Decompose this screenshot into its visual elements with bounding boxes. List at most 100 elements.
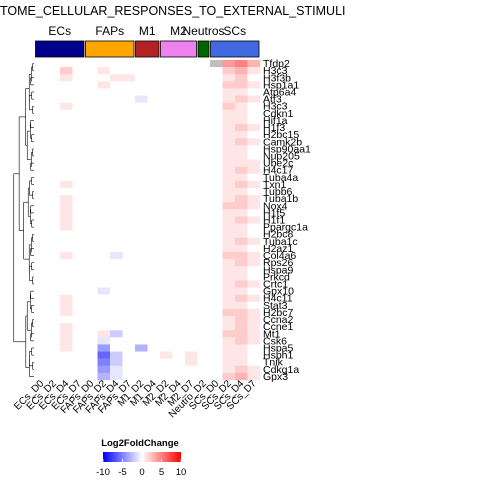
legend-ticks: -10 -5 0 5 10 <box>96 459 186 478</box>
heatmap-cell <box>185 180 198 189</box>
heatmap-cell <box>160 195 173 203</box>
heatmap-cell <box>197 266 211 274</box>
heatmap-cell <box>147 95 161 103</box>
heatmap-cell <box>235 223 248 231</box>
heatmap-cell <box>122 159 136 167</box>
heatmap-cell <box>60 237 73 246</box>
heatmap-cell <box>210 173 223 182</box>
heatmap-cell <box>235 358 248 366</box>
heatmap-cell <box>60 273 73 281</box>
heatmap-cell <box>160 60 173 68</box>
heatmap-cell <box>222 316 236 324</box>
heatmap-cell <box>210 252 223 260</box>
heatmap-cell <box>122 109 136 118</box>
heatmap-cell <box>222 372 236 381</box>
row-label: Hsph1 <box>263 350 294 362</box>
heatmap-cell <box>222 159 236 167</box>
heatmap-cell <box>72 202 86 210</box>
heatmap-cell <box>147 223 161 231</box>
heatmap-cell <box>85 301 98 310</box>
heatmap-cell <box>222 351 236 359</box>
heatmap-cell <box>147 88 161 96</box>
row-label: Ccne1 <box>263 321 294 333</box>
heatmap-cell <box>210 287 223 295</box>
heatmap-cell <box>72 358 86 366</box>
heatmap-cell <box>197 81 211 89</box>
group-label-faps: FAPs <box>95 24 124 38</box>
row-label: Tfdp2 <box>263 58 290 70</box>
heatmap-cell <box>185 173 198 182</box>
heatmap-cell <box>210 301 223 310</box>
heatmap-cell <box>197 124 211 132</box>
heatmap-cell <box>35 287 48 295</box>
heatmap-cell <box>247 195 261 203</box>
heatmap-cell <box>85 138 98 146</box>
heatmap-cell <box>60 67 73 75</box>
heatmap-cell <box>72 152 86 160</box>
heatmap-cell <box>97 351 111 359</box>
heatmap-cell <box>210 294 223 302</box>
row-label: Hif1a <box>263 115 288 127</box>
heatmap-cell <box>210 316 223 324</box>
heatmap-cell <box>47 60 61 68</box>
group-label-ecs: ECs <box>48 24 71 38</box>
heatmap-cell <box>172 138 186 146</box>
heatmap-cell <box>147 287 161 295</box>
heatmap-cell <box>210 337 223 345</box>
row-label: Hsp1a1 <box>263 79 299 91</box>
heatmap-cell <box>135 166 148 174</box>
heatmap-cell <box>185 216 198 224</box>
heatmap-cell <box>235 88 248 96</box>
heatmap-cell <box>35 308 48 317</box>
heatmap-cell <box>85 252 98 260</box>
heatmap-cell <box>122 273 136 281</box>
heatmap-cell <box>110 116 123 125</box>
row-labels: Tfdp2H3c3H3f3bHsp1a1Atp6a4Atf3H3c3Cdkn1H… <box>263 58 311 383</box>
heatmap-cell <box>122 88 136 96</box>
heatmap-cell <box>97 266 111 274</box>
heatmap-cell <box>147 266 161 274</box>
heatmap-cell <box>135 188 148 196</box>
heatmap-cell <box>197 259 211 267</box>
heatmap-cell <box>97 280 111 288</box>
heatmap-cell <box>97 124 111 132</box>
heatmap-cell <box>247 323 261 331</box>
heatmap-cell <box>60 330 73 338</box>
heatmap-cell <box>210 202 223 210</box>
group-bar-ecs <box>35 40 85 58</box>
heatmap-cell <box>172 316 186 324</box>
heatmap-cell <box>222 124 236 132</box>
heatmap-cell <box>172 358 186 366</box>
heatmap-cell <box>247 230 261 238</box>
heatmap-cell <box>160 152 173 160</box>
heatmap-cell <box>147 273 161 281</box>
heatmap-cell <box>47 301 61 310</box>
heatmap-cell <box>210 145 223 153</box>
heatmap-cell <box>60 280 73 288</box>
heatmap-cell <box>47 358 61 366</box>
heatmap-cell <box>60 166 73 174</box>
heatmap-cell <box>72 252 86 260</box>
heatmap-cell <box>35 145 48 153</box>
heatmap-cell <box>210 273 223 281</box>
heatmap-cell <box>35 237 48 246</box>
heatmap-cell <box>160 88 173 96</box>
heatmap-cell <box>97 188 111 196</box>
heatmap-cell <box>60 138 73 146</box>
row-label: H1f5 <box>263 207 285 219</box>
heatmap-cell <box>122 116 136 125</box>
heatmap-cell <box>97 116 111 125</box>
heatmap-cell <box>197 152 211 160</box>
heatmap-cell <box>35 252 48 260</box>
heatmap-cell <box>247 372 261 381</box>
heatmap-cell <box>197 330 211 338</box>
heatmap-cell <box>147 216 161 224</box>
heatmap-cell <box>72 365 86 374</box>
heatmap-cell <box>72 230 86 238</box>
heatmap-cell <box>222 244 236 253</box>
heatmap-cell <box>110 88 123 96</box>
heatmap-cell <box>135 152 148 160</box>
heatmap-cell <box>122 301 136 310</box>
heatmap-cell <box>122 81 136 89</box>
